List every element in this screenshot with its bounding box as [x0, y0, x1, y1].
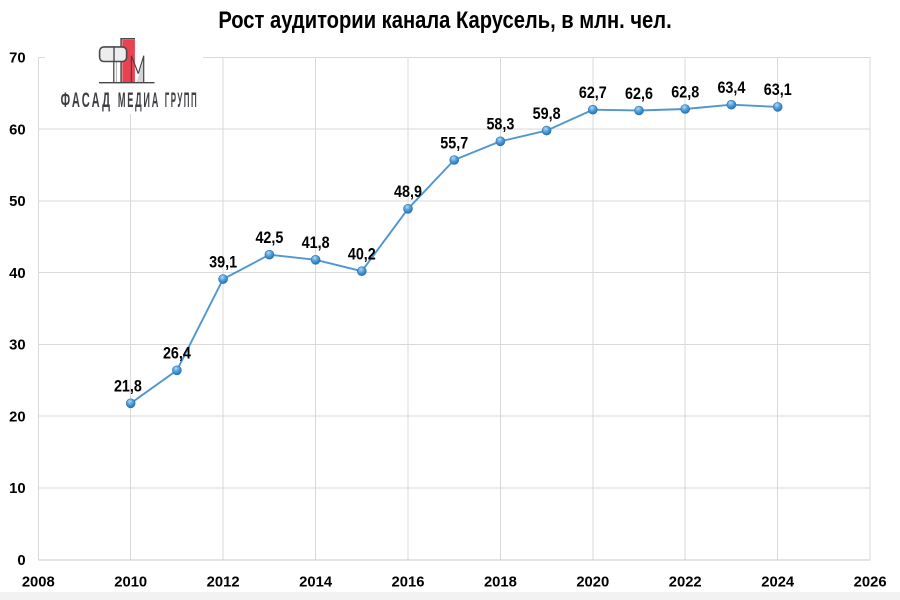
svg-text:20: 20 [9, 409, 25, 425]
svg-text:2022: 2022 [669, 575, 702, 591]
svg-text:48,9: 48,9 [394, 183, 422, 201]
svg-text:26,4: 26,4 [163, 345, 191, 363]
svg-text:2020: 2020 [576, 575, 609, 591]
svg-text:62,7: 62,7 [579, 84, 607, 102]
svg-text:2018: 2018 [484, 575, 517, 591]
svg-text:Рост аудитории канала Карусель: Рост аудитории канала Карусель, в млн. ч… [218, 6, 671, 33]
svg-text:ГРУПП: ГРУПП [165, 90, 198, 112]
svg-text:42,5: 42,5 [255, 229, 283, 247]
svg-text:62,8: 62,8 [671, 83, 699, 101]
svg-text:40,2: 40,2 [348, 246, 376, 264]
svg-text:2012: 2012 [207, 575, 240, 591]
svg-text:0: 0 [17, 553, 25, 569]
svg-text:10: 10 [9, 481, 25, 497]
svg-text:70: 70 [9, 51, 25, 67]
svg-text:55,7: 55,7 [440, 134, 468, 152]
svg-text:2014: 2014 [299, 575, 333, 591]
svg-text:2016: 2016 [392, 575, 425, 591]
svg-text:40: 40 [9, 266, 25, 282]
svg-text:59,8: 59,8 [533, 105, 561, 123]
svg-text:63,1: 63,1 [764, 81, 792, 99]
svg-text:58,3: 58,3 [486, 116, 514, 134]
svg-text:2008: 2008 [22, 575, 55, 591]
svg-text:21,8: 21,8 [114, 378, 142, 396]
svg-text:2010: 2010 [114, 575, 147, 591]
svg-text:ФАСАД: ФАСАД [61, 88, 113, 112]
svg-text:2026: 2026 [854, 575, 887, 591]
svg-text:63,4: 63,4 [717, 79, 745, 97]
svg-text:30: 30 [9, 338, 25, 354]
svg-text:39,1: 39,1 [209, 254, 237, 272]
svg-text:41,8: 41,8 [302, 234, 330, 252]
svg-text:50: 50 [9, 194, 25, 210]
svg-text:2024: 2024 [761, 575, 795, 591]
svg-text:62,6: 62,6 [625, 85, 653, 103]
svg-text:МЕДИА: МЕДИА [118, 89, 160, 112]
svg-text:60: 60 [9, 122, 25, 138]
